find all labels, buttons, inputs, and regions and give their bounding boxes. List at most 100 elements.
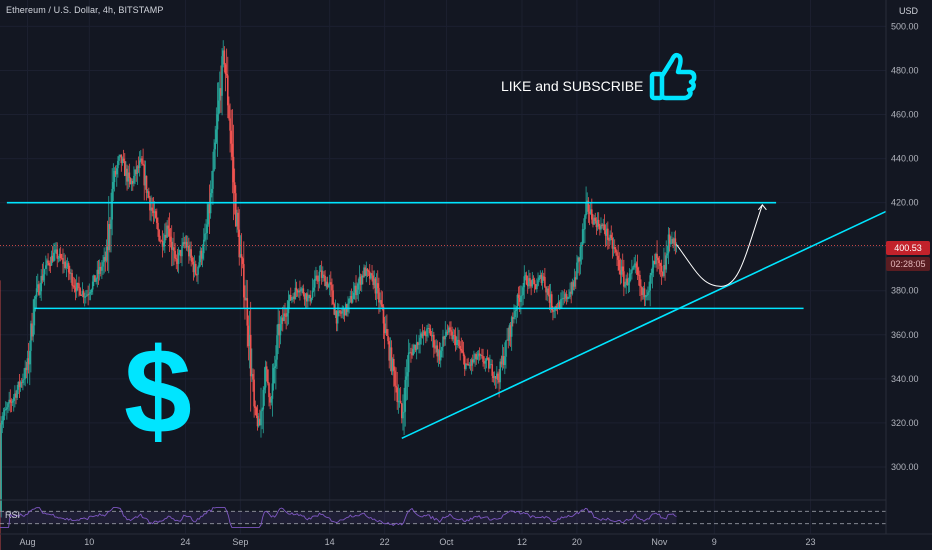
- candle-body: [642, 288, 645, 295]
- candle-body: [287, 301, 290, 314]
- candle-body: [485, 358, 488, 362]
- candle-body: [118, 156, 120, 161]
- candle-body: [620, 266, 623, 275]
- candle-body: [491, 364, 494, 376]
- candle-body: [33, 298, 36, 326]
- candle-body: [373, 278, 376, 286]
- candle-body: [386, 329, 388, 337]
- candle-body: [557, 301, 560, 309]
- time-tick-label: Oct: [439, 537, 454, 547]
- candle-body: [284, 313, 286, 317]
- candle-body: [257, 418, 260, 427]
- candle-body: [177, 252, 180, 264]
- candle-body: [585, 203, 587, 216]
- candle-body: [637, 274, 640, 276]
- candle-body: [651, 267, 654, 273]
- candle-body: [61, 258, 63, 259]
- candle-body: [530, 281, 532, 287]
- candle-body: [28, 350, 31, 365]
- candle-body: [473, 358, 475, 363]
- candle-body: [145, 175, 148, 193]
- candle-body: [404, 379, 407, 412]
- candle-body: [618, 259, 621, 271]
- candle-body: [102, 262, 104, 267]
- candle-body: [534, 284, 537, 290]
- candle-body: [198, 262, 200, 267]
- candle-body: [244, 297, 246, 301]
- candle-body: [110, 219, 112, 229]
- candle-body: [328, 282, 331, 285]
- candle-body: [330, 282, 332, 285]
- candle-body: [316, 275, 318, 281]
- candle-body: [180, 250, 182, 257]
- candle-body: [558, 301, 561, 308]
- candle-body: [474, 354, 476, 359]
- price-tick-label: 380.00: [891, 286, 919, 296]
- candle-body: [135, 169, 138, 175]
- candle-body: [476, 356, 479, 360]
- candlestick-series: [0, 40, 678, 550]
- candle-body: [186, 246, 189, 248]
- candle-body: [399, 400, 402, 404]
- candle-body: [541, 276, 544, 284]
- candle-body: [470, 359, 473, 366]
- candle-body: [610, 234, 613, 239]
- candle-body: [379, 300, 381, 303]
- candle-body: [30, 323, 32, 351]
- candle-body: [275, 359, 277, 367]
- candle-body: [389, 347, 392, 361]
- candle-body: [584, 215, 586, 230]
- candle-body: [489, 364, 491, 369]
- rsi-label[interactable]: RSI: [5, 510, 21, 520]
- candle-body: [611, 238, 614, 249]
- candle-body: [248, 334, 251, 346]
- projection-path[interactable]: [676, 204, 763, 287]
- candle-body: [208, 204, 211, 214]
- candle-body: [525, 275, 528, 285]
- candle-body: [381, 304, 384, 307]
- ascending-trendline[interactable]: [401, 210, 887, 440]
- candle-body: [31, 323, 33, 337]
- candle-body: [663, 265, 665, 276]
- candle-body: [486, 358, 489, 359]
- candle-body: [143, 164, 146, 186]
- candle-body: [363, 267, 365, 278]
- candle-body: [633, 264, 635, 268]
- candle-body: [278, 323, 281, 336]
- candle-body: [156, 217, 158, 223]
- candle-body: [305, 293, 308, 302]
- candle-body: [555, 306, 558, 309]
- candle-body: [341, 311, 344, 314]
- candle-body: [394, 370, 396, 386]
- candle-body: [20, 382, 23, 384]
- candle-body: [352, 292, 355, 299]
- candle-body: [549, 294, 552, 303]
- candle-body: [390, 347, 393, 372]
- price-tick-label: 320.00: [891, 418, 919, 428]
- candle-body: [411, 352, 413, 356]
- candle-body: [34, 296, 37, 299]
- candle-body: [273, 366, 276, 368]
- candle-body: [653, 260, 656, 265]
- candle-body: [397, 401, 400, 403]
- candle-body: [425, 335, 427, 337]
- candle-body: [32, 325, 34, 337]
- candle-body: [419, 337, 421, 345]
- candle-body: [354, 285, 356, 293]
- candle-body: [105, 246, 108, 261]
- candle-body: [674, 238, 677, 246]
- candle-body: [546, 288, 548, 293]
- time-scale[interactable]: Aug 10 24 Sep 14 22 Oct 12 20 Nov 9 23: [19, 537, 815, 547]
- candle-body: [77, 282, 79, 284]
- candle-body: [184, 241, 187, 244]
- candle-body: [310, 297, 313, 302]
- candle-body: [533, 280, 536, 285]
- candle-body: [564, 294, 567, 299]
- symbol-title[interactable]: Ethereum / U.S. Dollar, 4h, BITSTAMP: [6, 5, 164, 15]
- candle-body: [41, 275, 44, 281]
- candle-body: [455, 340, 458, 346]
- candle-body: [627, 282, 630, 286]
- candle-body: [11, 400, 14, 403]
- candle-body: [508, 325, 511, 341]
